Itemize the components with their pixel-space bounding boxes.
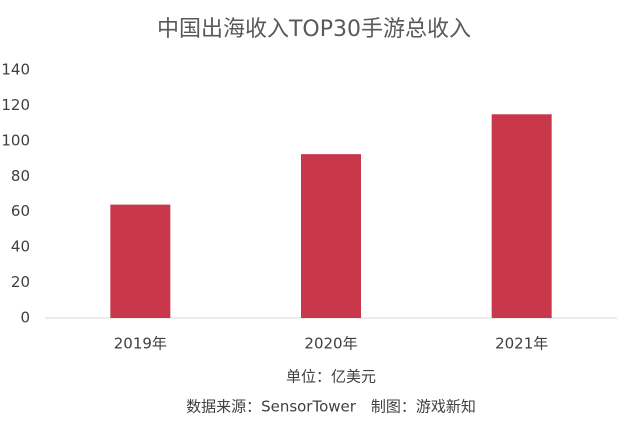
y-tick-label: 60 <box>11 202 30 220</box>
y-tick-label: 100 <box>1 131 30 149</box>
y-tick-label: 40 <box>11 238 30 256</box>
chart-title: 中国出海收入TOP30手游总收入 <box>157 17 471 42</box>
x-tick-label: 2019年 <box>114 335 167 353</box>
bar <box>491 114 552 319</box>
bar <box>301 154 361 318</box>
source-note: 数据来源：SensorTower 制图：游戏新知 <box>186 398 476 416</box>
x-tick-label: 2020年 <box>304 335 357 353</box>
x-tick-label: 2021年 <box>495 335 548 353</box>
y-tick-label: 20 <box>11 273 30 291</box>
bar <box>110 204 171 318</box>
y-tick-label: 80 <box>11 167 30 185</box>
y-tick-label: 140 <box>1 61 30 79</box>
y-tick-label: 0 <box>20 309 30 327</box>
y-tick-label: 120 <box>1 96 30 114</box>
unit-note: 单位：亿美元 <box>286 368 376 386</box>
